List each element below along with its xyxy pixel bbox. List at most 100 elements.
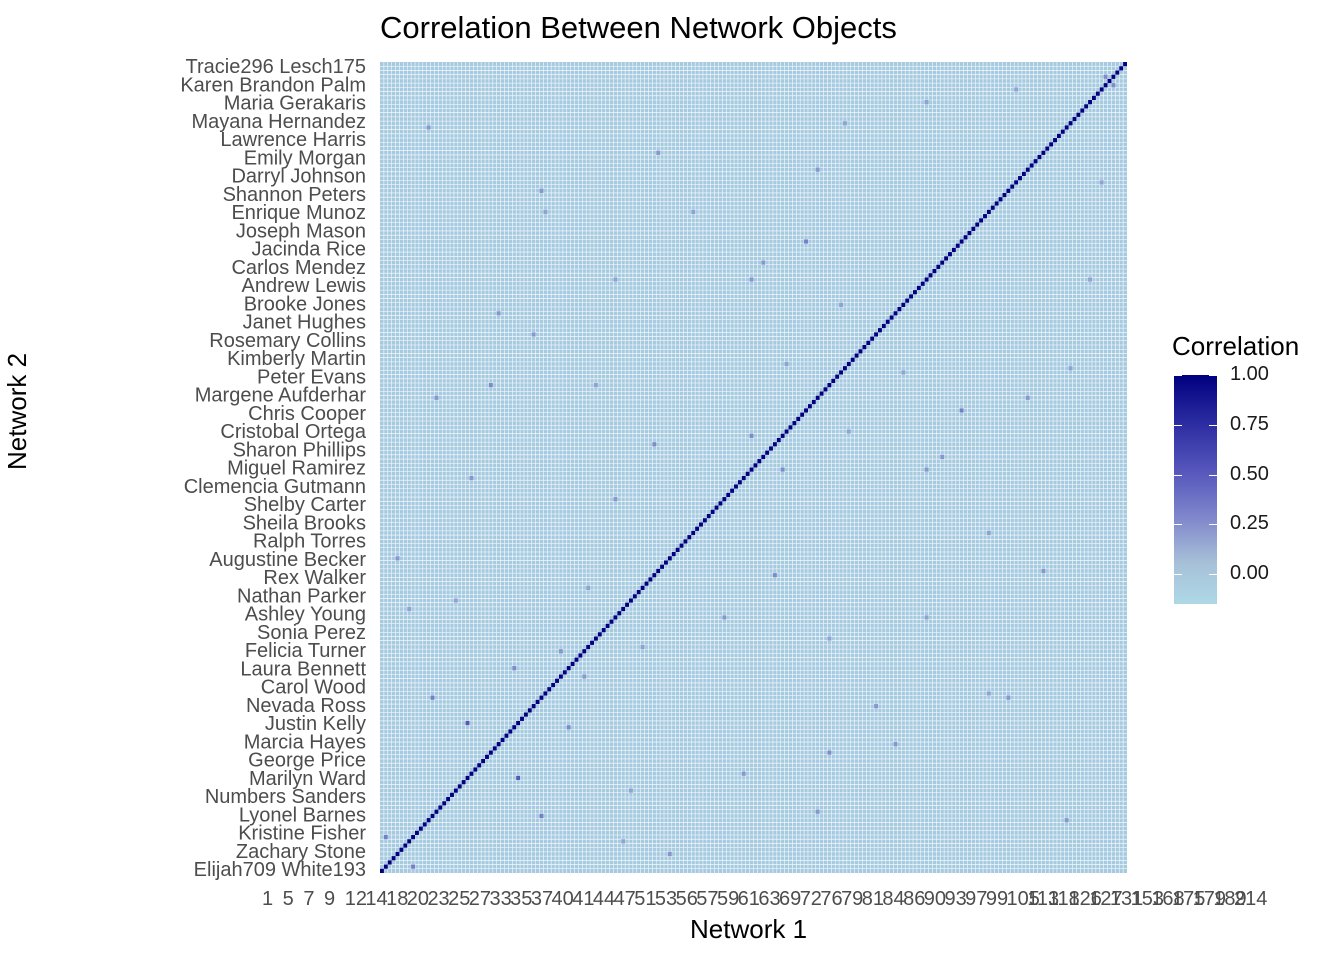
heatmap-cell-diagonal — [944, 256, 949, 261]
heatmap-cell-diagonal — [450, 792, 454, 797]
heatmap-cell — [749, 277, 754, 282]
heatmap-cell — [586, 585, 591, 590]
heatmap-cell-diagonal — [558, 674, 563, 679]
y-tick-label: Karen Brandon Palm — [180, 74, 366, 96]
heatmap-cell-diagonal — [1111, 74, 1116, 79]
heatmap-cell-diagonal — [796, 416, 801, 422]
heatmap-cell — [558, 649, 563, 654]
heatmap-cell-diagonal — [1064, 125, 1069, 130]
heatmap-cell — [784, 361, 789, 367]
heatmap-cell — [924, 100, 929, 105]
y-tick-label: Rosemary Collins — [209, 330, 366, 352]
heatmap-cell — [893, 742, 898, 747]
heatmap-cell — [656, 150, 661, 155]
x-tick-label: 1 — [262, 888, 273, 910]
heatmap-cell-diagonal — [1033, 159, 1038, 164]
heatmap-cell — [722, 615, 727, 620]
y-tick-label: Elijah709 White193 — [194, 859, 366, 881]
heatmap-cell-diagonal — [660, 564, 665, 569]
heatmap-cell-diagonal — [617, 611, 622, 616]
heatmap-cell-diagonal — [1119, 66, 1124, 71]
y-tick-label: Lawrence Harris — [220, 129, 366, 151]
heatmap-cell — [842, 121, 847, 126]
heatmap-cell-diagonal — [823, 387, 828, 392]
y-tick-label: Miguel Ramirez — [227, 458, 366, 480]
heatmap-cell-diagonal — [776, 437, 781, 443]
heatmap-cell-diagonal — [905, 298, 910, 303]
heatmap-cell — [1006, 695, 1011, 700]
heatmap-cell-diagonal — [893, 311, 898, 316]
y-tick-label: Carlos Mendez — [231, 257, 366, 279]
heatmap-cell-diagonal — [881, 323, 886, 329]
y-tick-label: Emily Morgan — [244, 147, 366, 169]
heatmap-cell-diagonal — [691, 530, 696, 536]
heatmap-cell-diagonal — [613, 615, 618, 620]
heatmap-cell-diagonal — [819, 391, 824, 396]
heatmap-cell-diagonal — [889, 315, 894, 320]
x-tick-label: 86 — [903, 888, 925, 910]
x-tick-label: 90 — [924, 888, 946, 910]
x-tick-label: 79 — [841, 888, 863, 910]
heatmap-cell — [959, 408, 964, 413]
heatmap-cell-diagonal — [422, 822, 427, 827]
heatmap-cell-diagonal — [769, 446, 773, 451]
heatmap-cell-diagonal — [652, 573, 657, 578]
heatmap-cell-diagonal — [753, 463, 758, 468]
heatmap-cell-diagonal — [508, 729, 513, 734]
heatmap-cell-diagonal — [1029, 163, 1034, 168]
heatmap-cell — [761, 260, 766, 265]
heatmap-cell-diagonal — [846, 361, 851, 367]
heatmap-cell-diagonal — [831, 378, 836, 384]
heatmap-cell-diagonal — [1041, 150, 1046, 155]
heatmap-cell-diagonal — [734, 484, 738, 489]
heatmap-cell-diagonal — [807, 404, 812, 409]
heatmap-cell — [593, 383, 598, 388]
y-tick-label: Nathan Parker — [237, 585, 366, 607]
heatmap-cell-diagonal — [1053, 138, 1057, 143]
heatmap-cell-diagonal — [687, 535, 692, 540]
heatmap-cell-diagonal — [706, 513, 711, 519]
heatmap-cell — [652, 442, 657, 447]
heatmap-cell — [496, 311, 501, 316]
heatmap-cell-diagonal — [500, 737, 505, 743]
x-tick-label: 105 — [1007, 888, 1040, 910]
x-tick-label: 23 — [427, 888, 449, 910]
heatmap-cell-diagonal — [920, 281, 925, 286]
heatmap-cell — [924, 467, 929, 472]
x-tick-label: 57 — [696, 888, 718, 910]
heatmap-cell-diagonal — [695, 526, 700, 531]
y-tick-label: Andrew Lewis — [241, 275, 366, 297]
heatmap-cell-diagonal — [757, 459, 762, 464]
heatmap-cell-diagonal — [667, 556, 672, 561]
heatmap-cell-diagonal — [512, 725, 517, 730]
heatmap-cell-diagonal — [601, 628, 606, 633]
heatmap-cell-diagonal — [1115, 70, 1120, 75]
heatmap-cell — [539, 813, 544, 819]
y-tick-label: Ashley Young — [245, 604, 366, 626]
chart-title: Correlation Between Network Objects — [380, 10, 897, 45]
heatmap-cell-diagonal — [909, 294, 914, 299]
y-tick-label: Darryl Johnson — [231, 166, 366, 188]
x-tick-label: 33 — [489, 888, 511, 910]
y-tick-label: Kristine Fisher — [238, 823, 366, 845]
heatmap-cell-diagonal — [741, 475, 746, 481]
y-tick-label: Justin Kelly — [265, 713, 366, 735]
heatmap-cell-diagonal — [710, 509, 715, 514]
heatmap-cell — [1099, 180, 1104, 185]
heatmap-cell-diagonal — [975, 222, 980, 227]
heatmap-cell-diagonal — [387, 860, 392, 865]
heatmap-cell-diagonal — [562, 670, 567, 675]
heatmap-cell — [613, 497, 618, 502]
x-tick-label: 25 — [448, 888, 470, 910]
heatmap-cell-diagonal — [1107, 78, 1112, 84]
y-tick-label: Maria Gerakaris — [224, 93, 366, 115]
x-tick-label: 168 — [1151, 888, 1184, 910]
heatmap-cell — [1103, 74, 1108, 79]
heatmap-cell-diagonal — [1014, 180, 1019, 185]
heatmap-cell — [1088, 277, 1092, 282]
heatmap-cell-diagonal — [465, 775, 470, 781]
heatmap-cell-diagonal — [1080, 108, 1085, 113]
y-tick-label: Jacinda Rice — [251, 239, 366, 261]
heatmap-cell-diagonal — [722, 497, 727, 502]
y-tick-label: Janet Hughes — [243, 312, 366, 334]
